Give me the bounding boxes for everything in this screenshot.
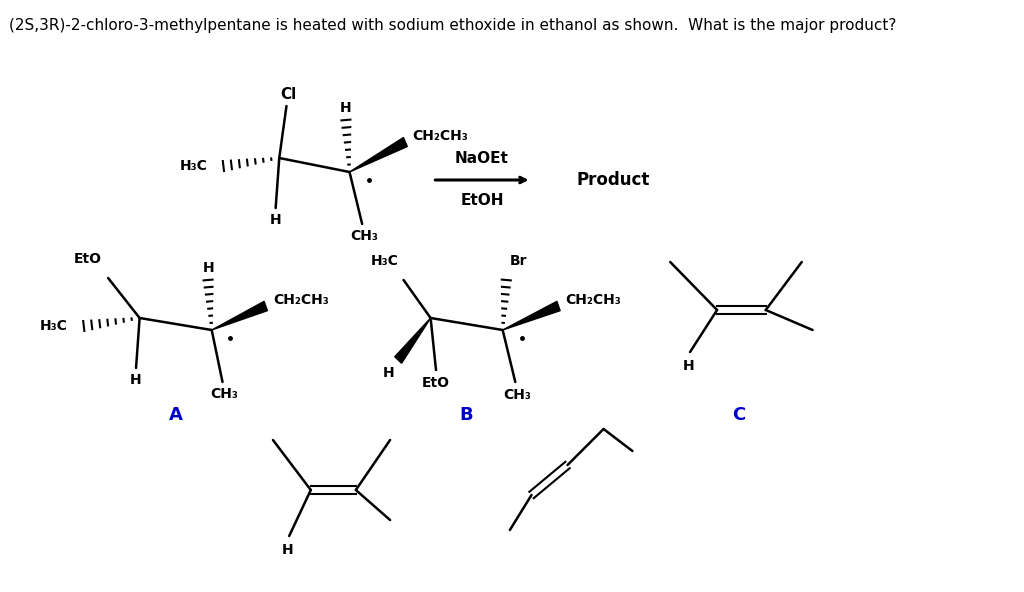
- Text: B: B: [460, 406, 473, 424]
- Text: H₃C: H₃C: [371, 254, 398, 268]
- Text: H: H: [682, 359, 694, 373]
- Text: H: H: [130, 373, 142, 387]
- Text: H₃C: H₃C: [179, 159, 207, 173]
- Polygon shape: [212, 301, 267, 330]
- Text: CH₃: CH₃: [210, 387, 239, 401]
- Text: CH₂CH₃: CH₂CH₃: [413, 129, 468, 143]
- Text: EtO: EtO: [74, 252, 101, 266]
- Text: CH₂CH₃: CH₂CH₃: [565, 293, 622, 307]
- Text: Product: Product: [577, 171, 650, 189]
- Text: H: H: [340, 101, 351, 115]
- Text: Cl: Cl: [281, 86, 296, 101]
- Text: (2S,3R)-2-chloro-3-methylpentane is heated with sodium ethoxide in ethanol as sh: (2S,3R)-2-chloro-3-methylpentane is heat…: [9, 18, 896, 33]
- Text: EtO: EtO: [422, 376, 450, 390]
- Text: H₃C: H₃C: [40, 319, 68, 333]
- Text: H: H: [270, 213, 282, 227]
- Text: H: H: [383, 366, 394, 380]
- Text: CH₃: CH₃: [503, 388, 531, 402]
- Polygon shape: [395, 318, 431, 363]
- Text: C: C: [732, 406, 745, 424]
- Polygon shape: [503, 301, 560, 330]
- Text: H: H: [282, 543, 293, 557]
- Text: H: H: [203, 261, 214, 275]
- Text: EtOH: EtOH: [460, 192, 504, 208]
- Text: CH₃: CH₃: [350, 229, 378, 243]
- Text: A: A: [169, 406, 182, 424]
- Text: NaOEt: NaOEt: [455, 150, 509, 166]
- Text: CH₂CH₃: CH₂CH₃: [273, 293, 329, 307]
- Polygon shape: [349, 137, 408, 172]
- Text: Br: Br: [510, 254, 527, 268]
